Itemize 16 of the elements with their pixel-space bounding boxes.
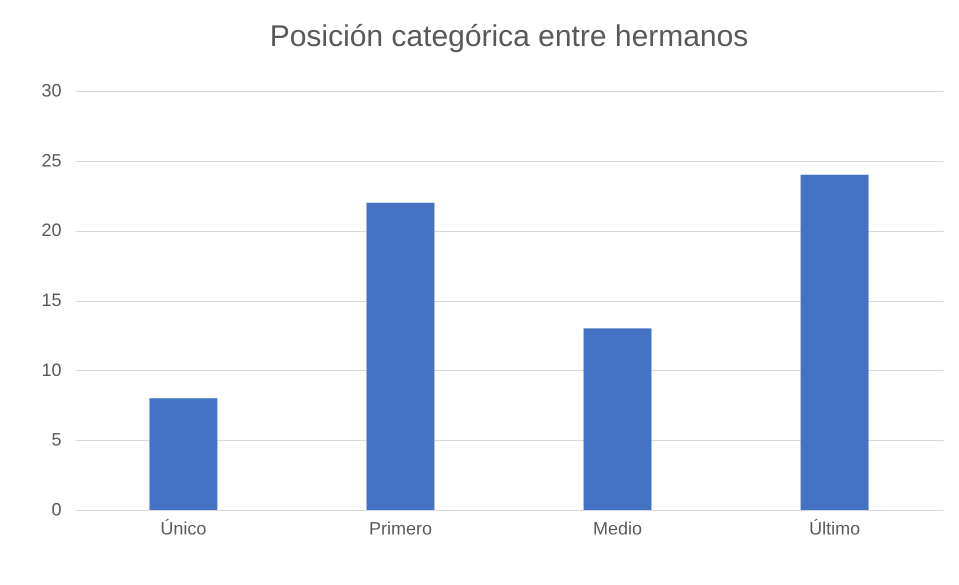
y-tick-label: 15 — [41, 290, 62, 310]
bar — [584, 328, 652, 510]
bar — [149, 398, 218, 510]
x-tick-label: Único — [160, 518, 206, 538]
chart-title: Posición categórica entre hermanos — [270, 20, 748, 53]
x-tick-label: Primero — [368, 518, 432, 538]
x-tick-label: Medio — [593, 518, 642, 538]
bar — [800, 174, 869, 510]
y-tick-label: 20 — [41, 220, 62, 240]
bar — [366, 202, 434, 510]
x-tick-label: Último — [809, 518, 860, 538]
y-tick-label: 30 — [41, 80, 62, 100]
y-tick-label: 5 — [51, 430, 62, 450]
y-tick-label: 25 — [41, 150, 62, 170]
y-tick-label: 10 — [41, 360, 62, 380]
y-tick-label: 0 — [51, 500, 62, 520]
